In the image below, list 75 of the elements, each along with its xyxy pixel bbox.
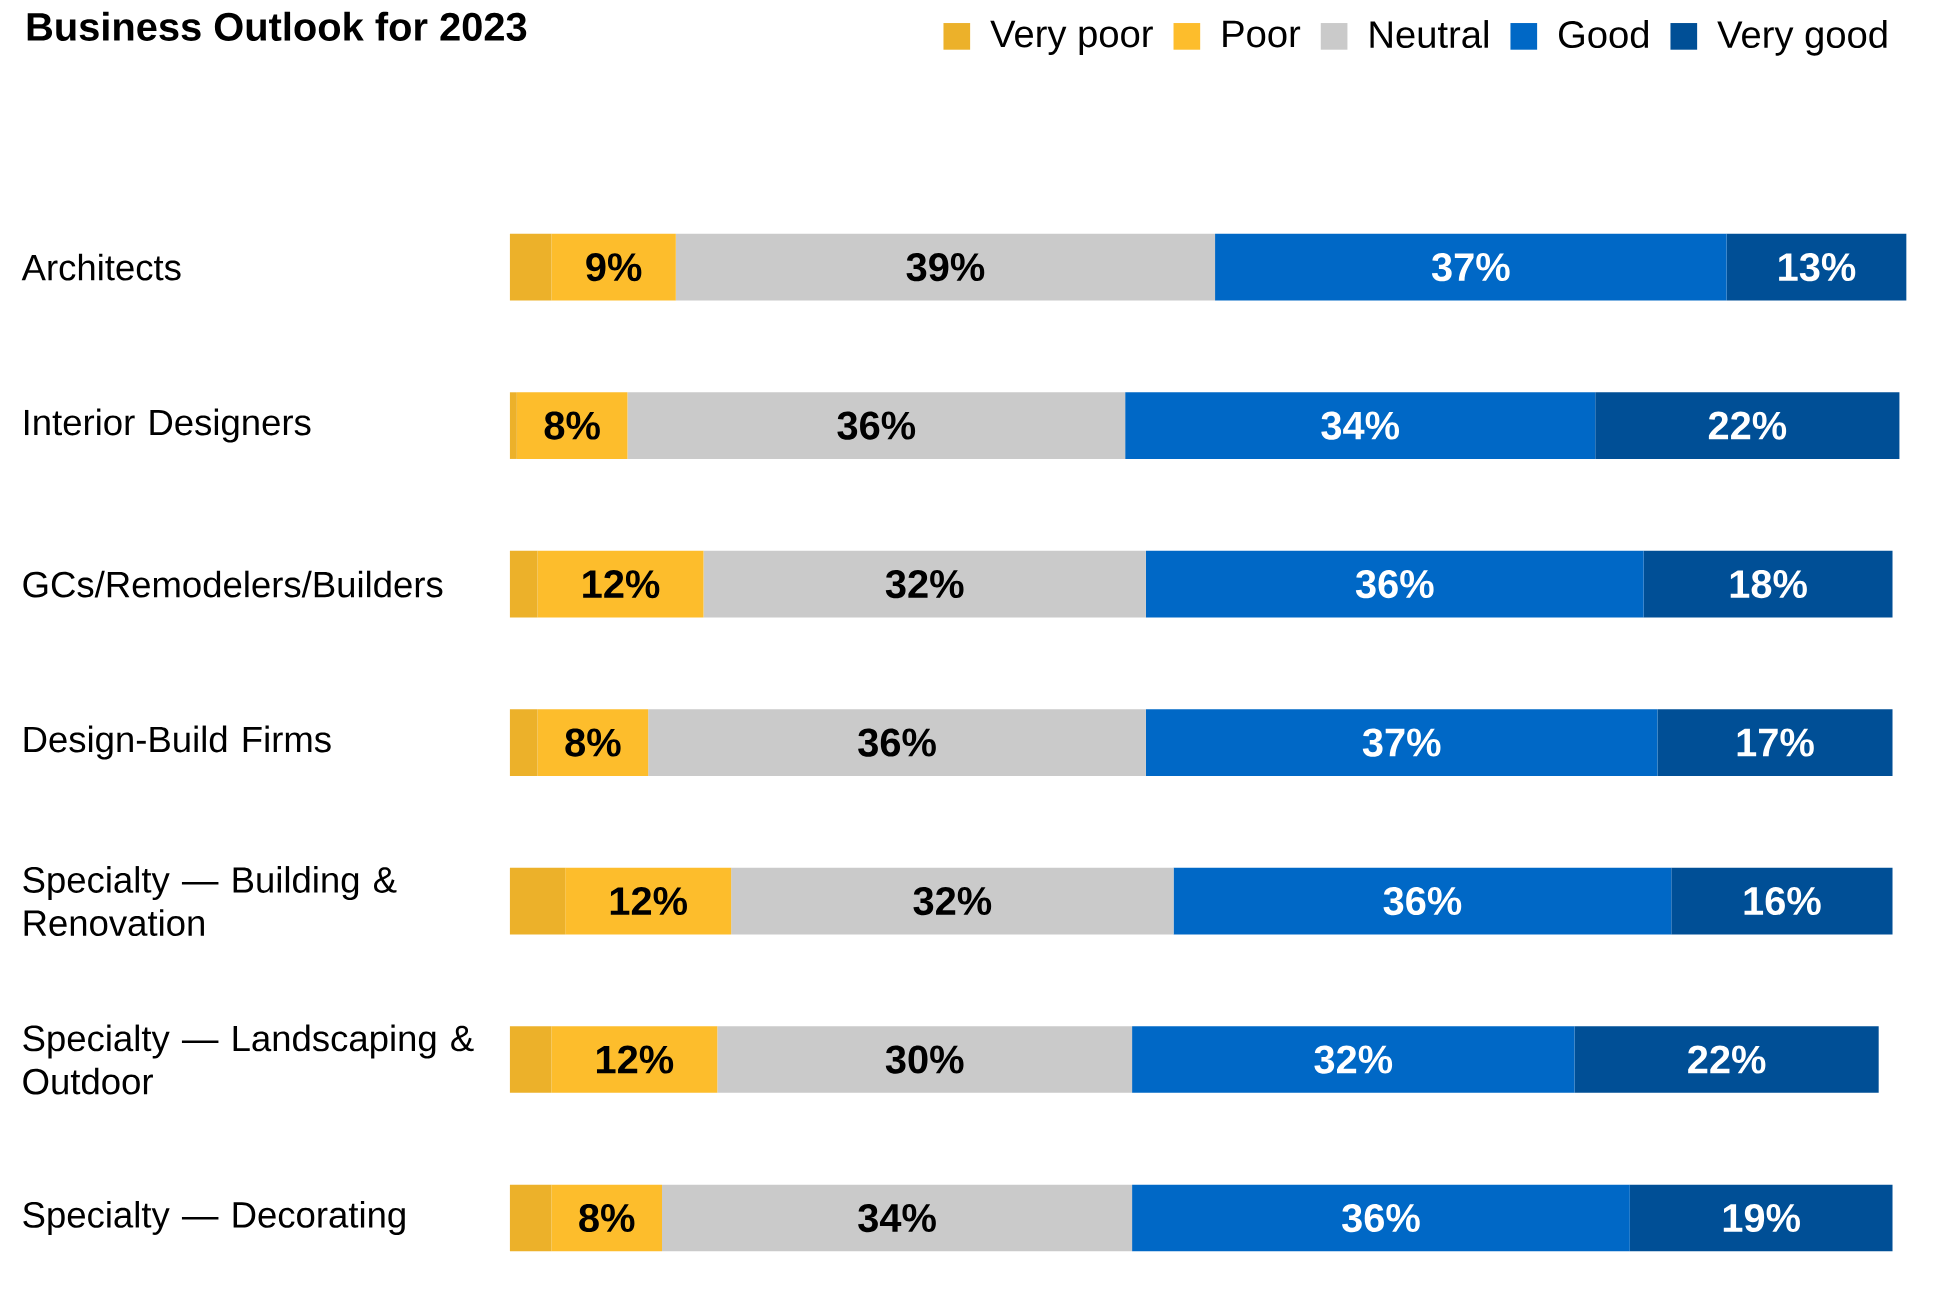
data-label: 30%: [885, 1045, 964, 1074]
bar: [509, 550, 538, 618]
data-label: 36%: [1355, 569, 1434, 599]
data-label: 36%: [1383, 886, 1462, 916]
data-label: 16%: [1744, 886, 1821, 916]
bar: [1173, 867, 1672, 935]
data-label: 8%: [579, 1203, 635, 1233]
bar: [1595, 392, 1900, 459]
bar: [1145, 550, 1644, 618]
data-label: 12%: [596, 1045, 674, 1074]
bar: [1643, 550, 1893, 618]
bar: [509, 1184, 552, 1252]
bar: [717, 1026, 1133, 1093]
data-label: 18%: [1730, 569, 1807, 599]
legend-label: Neutral: [1370, 20, 1488, 49]
bar: [1132, 1184, 1630, 1252]
y-tick-label: Specialty — Decorating: [23, 1200, 405, 1235]
y-tick-label: Design-Build Firms: [24, 725, 331, 760]
data-label: 34%: [1321, 411, 1400, 440]
bar: [662, 1184, 1133, 1252]
data-label: 36%: [1342, 1203, 1420, 1233]
bar: [537, 550, 704, 618]
legend-label: Very poor: [990, 20, 1153, 55]
data-label: 19%: [1723, 1203, 1800, 1233]
data-label: 17%: [1737, 728, 1814, 757]
bar: [516, 392, 628, 459]
data-label: 9%: [586, 252, 642, 282]
data-label: 13%: [1779, 252, 1856, 282]
y-tick-label: Specialty — Building & Renovation: [23, 866, 397, 937]
bar: [648, 709, 1146, 776]
data-label: 8%: [544, 411, 600, 440]
data-label: 37%: [1362, 728, 1441, 757]
data-label: 32%: [1314, 1045, 1393, 1074]
bar: [1657, 709, 1893, 776]
bar: [551, 233, 676, 301]
data-label: 39%: [906, 252, 985, 282]
bar: [731, 867, 1174, 935]
data-label: 37%: [1431, 252, 1510, 282]
y-tick-label: Specialty — Landscaping & Outdoor: [23, 1024, 474, 1095]
data-label: 36%: [837, 411, 916, 440]
data-label: 32%: [913, 886, 992, 916]
data-label: 12%: [583, 569, 660, 599]
bar: [509, 709, 538, 776]
bar: [565, 867, 732, 935]
bar: [551, 1026, 718, 1093]
bar: [627, 392, 1126, 459]
bar: [537, 709, 649, 776]
data-label: 8%: [565, 728, 621, 757]
bar: [1671, 867, 1893, 935]
legend-label: Very good: [1717, 20, 1887, 56]
chart-title: Business Outlook for 2023: [27, 11, 527, 42]
y-tick-label: Architects: [21, 253, 181, 281]
data-label: 22%: [1708, 411, 1787, 440]
bar: [1629, 1184, 1893, 1252]
bar: [509, 1026, 552, 1093]
y-tick-label: Interior Designers: [24, 408, 311, 443]
legend-label: Good: [1559, 20, 1649, 49]
legend-label: Poor: [1223, 20, 1301, 48]
bar: [1125, 392, 1596, 459]
data-label: 36%: [858, 728, 936, 757]
bar: [703, 550, 1146, 618]
bar: [1132, 1026, 1575, 1093]
bar: [1574, 1026, 1879, 1093]
bar: [509, 867, 566, 935]
y-tick-label: GCs/Remodelers/Builders: [23, 570, 443, 598]
bar: [1215, 233, 1727, 301]
bar: [509, 392, 517, 459]
data-label: 34%: [858, 1203, 936, 1233]
bar: [1726, 233, 1907, 301]
data-label: 32%: [885, 569, 964, 599]
bar: [509, 233, 552, 301]
data-label: 22%: [1688, 1045, 1766, 1074]
data-label: 12%: [610, 886, 687, 916]
bar: [1145, 709, 1658, 776]
bar: [675, 233, 1216, 301]
